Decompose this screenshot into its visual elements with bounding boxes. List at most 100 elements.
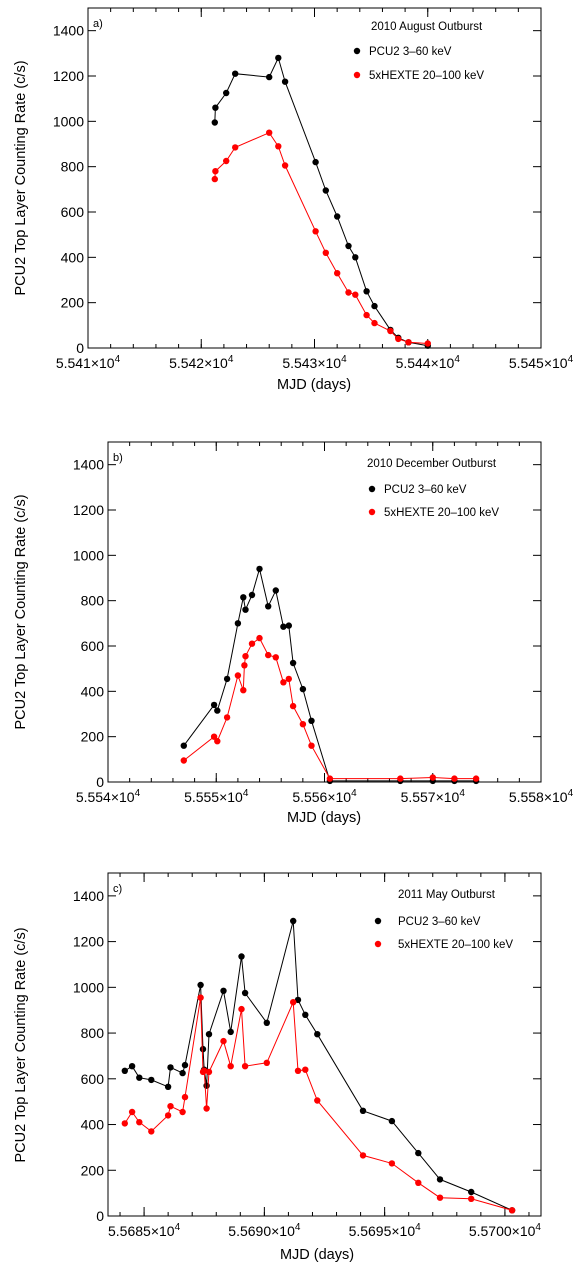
panel-label: b) <box>113 452 123 464</box>
data-point-hexte <box>265 651 272 659</box>
data-point-pcu2 <box>265 603 272 610</box>
data-point-pcu2 <box>312 158 319 166</box>
data-point-hexte <box>211 175 218 183</box>
y-ticks: 0 200 400 600 800 1000 1200 1400 <box>73 888 541 1224</box>
chart-panel-c: c) 2011 May Outburst PCU2 3–60 keV 5xHEX… <box>13 872 542 1263</box>
data-point-hexte <box>232 144 239 151</box>
x-ticks: 5.541×104 5.542×104 5.543×104 5.544×104 5.54… <box>56 8 574 371</box>
data-point-hexte <box>240 687 247 694</box>
data-point-pcu2 <box>363 288 370 295</box>
data-point-hexte <box>345 289 352 296</box>
x-ticks: 5.5685×104 5.5690×104 5.5695×104 5.5700×104 <box>108 873 541 1239</box>
y-axis-label: PCU2 Top Layer Counting Rate (c/s) <box>13 60 29 295</box>
data-point-hexte <box>180 757 187 764</box>
data-point-hexte <box>241 662 248 669</box>
data-point-pcu2 <box>248 591 256 599</box>
chart-title: 2011 May Outburst <box>398 889 496 901</box>
data-point-pcu2 <box>167 1064 174 1071</box>
data-point-hexte <box>508 1207 516 1214</box>
data-point-hexte <box>429 774 436 781</box>
plot-frame <box>87 7 542 349</box>
data-point-pcu2 <box>275 54 282 62</box>
y-tick-label: 200 <box>81 729 105 745</box>
data-point-pcu2 <box>280 623 287 630</box>
data-point-pcu2 <box>148 1076 155 1084</box>
data-point-hexte <box>242 653 249 660</box>
y-tick-label: 800 <box>61 159 85 175</box>
data-point-pcu2 <box>223 675 231 683</box>
data-point-pcu2 <box>285 622 292 629</box>
y-tick-label: 400 <box>81 683 105 699</box>
y-tick-label: 1200 <box>73 934 104 950</box>
data-point-pcu2 <box>436 1176 444 1183</box>
x-tick-label: 5.545×104 <box>509 354 574 371</box>
data-point-pcu2 <box>203 1082 210 1089</box>
x-tick-label: 5.558×104 <box>509 788 574 805</box>
data-point-hexte <box>223 714 231 721</box>
data-point-hexte <box>405 339 412 346</box>
legend-marker-hexte <box>368 508 376 516</box>
legend-label-hexte: 5xHEXTE 20–100 keV <box>384 507 499 519</box>
y-tick-label: 1000 <box>73 979 104 995</box>
legend-marker-hexte <box>374 940 382 948</box>
data-point-hexte <box>205 1068 213 1076</box>
data-point-hexte <box>197 994 204 1001</box>
x-tick-label: 5.5700×104 <box>469 1222 542 1239</box>
x-tick-label: 5.543×104 <box>282 354 347 371</box>
legend-marker-pcu2 <box>374 917 382 925</box>
data-point-hexte <box>164 1112 172 1119</box>
data-point-pcu2 <box>334 213 341 220</box>
data-point-hexte <box>363 311 370 319</box>
data-point-hexte <box>387 327 394 335</box>
data-point-hexte <box>214 738 221 745</box>
data-point-hexte <box>326 775 334 782</box>
x-tick-label: 5.5695×104 <box>349 1222 422 1239</box>
data-point-pcu2 <box>272 587 279 594</box>
x-tick-label: 5.556×104 <box>292 788 357 805</box>
data-point-hexte <box>415 1179 422 1187</box>
data-point-hexte <box>436 1194 444 1201</box>
data-point-hexte <box>299 721 307 728</box>
legend-marker-hexte <box>353 71 361 79</box>
data-point-hexte <box>294 1067 302 1075</box>
plot-frame <box>107 441 542 783</box>
x-tick-label: 5.541×104 <box>56 354 121 371</box>
data-point-pcu2 <box>241 989 249 997</box>
data-point-hexte <box>352 291 359 298</box>
data-point-pcu2 <box>199 1045 207 1053</box>
x-tick-label: 5.557×104 <box>401 788 466 805</box>
data-point-pcu2 <box>211 119 218 126</box>
data-point-hexte <box>121 1120 128 1127</box>
data-point-hexte <box>256 634 263 642</box>
series-line-pcu2 <box>214 56 428 347</box>
panel-label: a) <box>93 18 103 30</box>
data-point-hexte <box>266 129 273 136</box>
legend-label-pcu2: PCU2 3–60 keV <box>369 46 452 58</box>
legend-marker-pcu2 <box>368 485 376 493</box>
data-point-pcu2 <box>352 254 359 261</box>
y-ticks: 0 200 400 600 800 1000 1200 1400 <box>53 23 541 356</box>
x-axis-label: MJD (days) <box>280 1247 354 1263</box>
data-point-hexte <box>210 733 218 740</box>
data-point-hexte <box>397 775 404 782</box>
data-point-hexte <box>128 1108 136 1116</box>
data-point-hexte <box>223 157 230 165</box>
data-point-pcu2 <box>289 659 297 667</box>
legend: PCU2 3–60 keV 5xHEXTE 20–100 keV <box>368 484 499 519</box>
data-point-pcu2 <box>181 1061 189 1069</box>
series-line-pcu2 <box>183 566 477 782</box>
y-tick-label: 400 <box>81 1117 105 1133</box>
data-point-pcu2 <box>242 606 249 613</box>
data-point-pcu2 <box>179 1069 186 1077</box>
legend: PCU2 3–60 keV 5xHEXTE 20–100 keV <box>353 46 484 82</box>
data-point-pcu2 <box>227 1028 234 1036</box>
data-point-hexte <box>468 1195 475 1203</box>
data-point-hexte <box>234 672 242 679</box>
y-tick-label: 200 <box>81 1162 105 1178</box>
data-point-hexte <box>424 340 431 347</box>
data-point-hexte <box>136 1119 143 1126</box>
data-point-pcu2 <box>205 1031 213 1038</box>
data-point-pcu2 <box>322 187 329 194</box>
data-point-pcu2 <box>299 685 307 693</box>
